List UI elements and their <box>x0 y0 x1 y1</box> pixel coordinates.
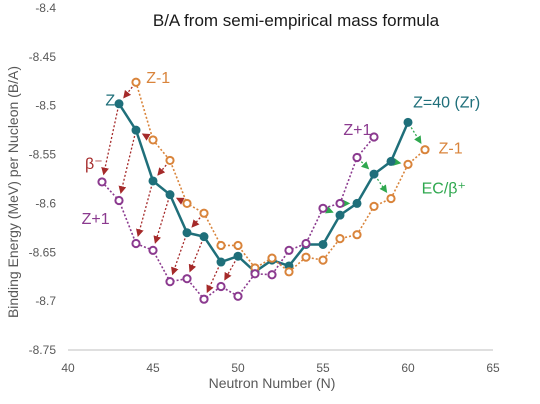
y-tick-label: -8.75 <box>29 343 57 357</box>
annotation-label: EC/β⁺ <box>422 181 466 198</box>
data-point <box>352 230 362 240</box>
data-point <box>114 195 124 206</box>
beta-minus-arrow <box>118 135 136 194</box>
beta-minus-arrow <box>188 241 203 273</box>
data-point <box>97 177 107 187</box>
beta-minus-arrow <box>224 261 236 281</box>
ec-beta-plus-arrow <box>376 178 388 194</box>
data-point <box>335 234 345 244</box>
data-point <box>335 198 345 209</box>
y-tick-label: -8.55 <box>29 148 57 162</box>
x-tick-label: 40 <box>61 361 75 375</box>
data-point <box>233 291 243 301</box>
data-point <box>131 77 141 87</box>
data-point <box>148 245 158 255</box>
data-point <box>267 253 277 263</box>
data-point <box>335 210 345 220</box>
beta-minus-arrow <box>175 197 185 205</box>
data-point <box>165 190 175 200</box>
data-point <box>267 270 277 280</box>
data-point <box>369 201 379 211</box>
data-point <box>131 125 141 135</box>
data-point <box>165 277 175 287</box>
annotation-label: Z+1 <box>82 211 110 228</box>
data-point <box>284 267 294 277</box>
data-point <box>148 176 158 186</box>
y-tick-label: -8.45 <box>29 50 57 64</box>
data-point <box>301 238 311 249</box>
x-axis-ticks: 40 45 50 55 60 65 <box>61 361 500 375</box>
data-point <box>318 239 328 249</box>
y-axis-title: Binding Energy (MeV) per Nucleon (B/A) <box>5 66 21 318</box>
y-axis-ticks: -8.4 -8.45 -8.5 -8.55 -8.6 -8.65 -8.7 -8.75 <box>29 1 57 357</box>
data-point <box>386 193 396 204</box>
series-line-Zplus1 <box>101 136 375 301</box>
x-tick-label: 50 <box>231 361 245 375</box>
ec-beta-plus-arrow <box>360 161 370 170</box>
beta-minus-arrow <box>153 200 169 244</box>
data-point <box>318 255 328 265</box>
ec-beta-plus-arrow <box>410 127 422 144</box>
data-point <box>148 135 158 145</box>
data-point <box>403 159 413 169</box>
beta-minus-arrow <box>101 109 119 176</box>
data-point <box>386 156 396 166</box>
data-point <box>216 281 226 292</box>
x-tick-label: 45 <box>146 361 160 375</box>
data-point <box>199 294 209 304</box>
x-tick-label: 60 <box>401 361 415 375</box>
beta-minus-arrow <box>206 267 220 294</box>
annotation-label: Z+1 <box>343 122 371 139</box>
annotation-label: Z-1 <box>146 70 170 87</box>
data-point <box>233 240 243 251</box>
data-point <box>182 228 192 238</box>
data-point <box>182 198 192 209</box>
decay-arrows <box>101 86 422 294</box>
x-tick-label: 65 <box>486 361 500 375</box>
y-tick-label: -8.5 <box>35 99 56 113</box>
y-tick-label: -8.7 <box>35 294 56 308</box>
data-point <box>250 269 260 279</box>
data-point <box>199 232 209 242</box>
data-point <box>131 238 141 249</box>
data-point <box>369 169 379 179</box>
data-series <box>97 77 430 304</box>
x-axis-title: Neutron Number (N) <box>209 375 336 391</box>
beta-minus-arrow <box>141 133 151 141</box>
ec-beta-plus-arrow <box>325 206 334 214</box>
ec-beta-plus-arrow <box>393 158 402 166</box>
data-point <box>318 203 328 213</box>
data-point <box>352 198 362 208</box>
chart-title: B/A from semi-empirical mass formula <box>153 11 440 30</box>
data-point <box>420 145 430 155</box>
beta-minus-arrow <box>136 186 153 238</box>
data-point <box>352 152 362 163</box>
annotation-label: Z=40 (Zr) <box>413 95 480 112</box>
x-tick-label: 55 <box>316 361 330 375</box>
data-point <box>216 240 226 251</box>
data-point <box>114 99 124 109</box>
data-point <box>165 155 175 166</box>
data-point <box>233 251 243 261</box>
data-point <box>403 117 413 127</box>
y-tick-label: -8.6 <box>35 196 56 210</box>
data-point <box>369 132 379 142</box>
annotation-label: β⁻ <box>85 156 103 173</box>
y-tick-label: -8.4 <box>35 1 56 15</box>
annotation-label: Z <box>105 93 115 110</box>
y-tick-label: -8.65 <box>29 245 57 259</box>
chart-annotations: Z Z-1 β⁻ Z+1 Z+1 Z=40 (Zr) Z-1 EC/β⁺ <box>82 70 481 228</box>
data-point <box>182 274 192 284</box>
data-point <box>301 252 311 262</box>
data-point <box>284 245 294 255</box>
data-point <box>216 257 226 267</box>
annotation-label: Z-1 <box>439 141 463 158</box>
data-point <box>199 208 209 218</box>
beta-minus-arrow <box>191 217 201 228</box>
